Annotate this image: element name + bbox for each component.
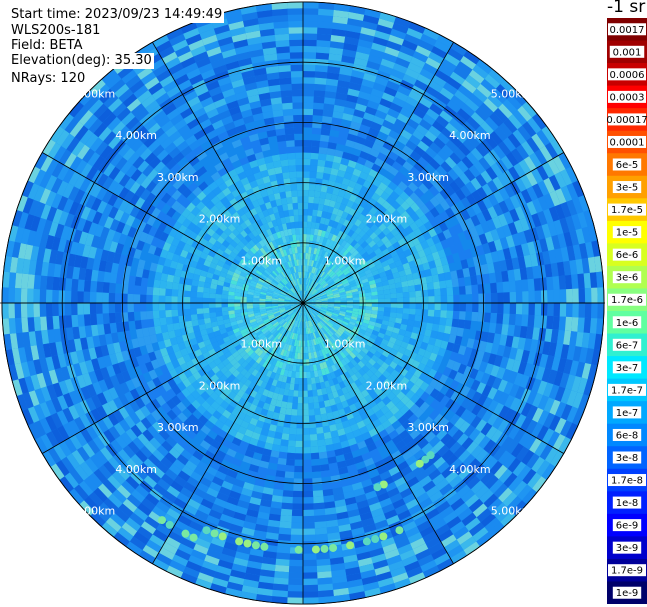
colorbar-label-bg	[612, 451, 642, 464]
azimuth-spoke	[152, 42, 304, 304]
colorbar-label: 1.7e-6	[611, 295, 643, 306]
colorbar-label-bg	[612, 519, 642, 532]
colorbar-label: 0.0006	[610, 70, 645, 81]
colorbar-label-bg	[612, 428, 642, 441]
azimuth-spoke	[152, 302, 304, 564]
colorbar-label-bg	[608, 383, 646, 396]
colorbar-label: 6e-8	[616, 430, 639, 441]
colorbar-label-bg	[608, 90, 646, 103]
ring-label: 3.00km	[157, 421, 199, 434]
colorbar-label-bg	[608, 203, 646, 216]
colorbar-label: 1e-5	[616, 228, 639, 239]
colorbar-label: 1e-7	[616, 408, 639, 419]
colorbar-label-bg	[612, 181, 642, 194]
colorbar-label: 0.0001	[610, 137, 645, 148]
colorbar-label-bg	[612, 361, 642, 374]
nrays-label: NRays: 120	[11, 71, 88, 87]
ring-label: 3.00km	[157, 171, 199, 184]
instrument-label: WLS200s-181	[11, 23, 103, 39]
colorbar-label: 6e-6	[616, 250, 639, 261]
colorbar-label: 0.001	[613, 47, 642, 58]
azimuth-spoke	[42, 302, 304, 454]
azimuth-spoke	[302, 302, 564, 454]
ring-label: 1.00km	[324, 338, 366, 351]
ring-label: 2.00km	[199, 379, 241, 392]
colorbar-label: 1.7e-5	[611, 205, 643, 216]
colorbar-label: 1.7e-9	[611, 566, 643, 577]
colorbar-label-bg	[612, 541, 642, 554]
colorbar-label-bg	[612, 406, 642, 419]
ring-label: 1.00km	[240, 254, 282, 267]
colorbar-label: 3e-7	[616, 363, 639, 374]
azimuth-spoke	[42, 152, 304, 304]
colorbar-label-bg	[608, 135, 646, 148]
start-time-label: Start time: 2023/09/23 14:49:49	[11, 7, 225, 23]
colorbar-label: 3e-6	[616, 273, 639, 284]
colorbar-label-bg	[612, 271, 642, 284]
colorbar-label: 1e-6	[616, 318, 639, 329]
ring-label: 3.00km	[407, 421, 449, 434]
ring-label: 2.00km	[366, 379, 408, 392]
ring-label: 5.00km	[74, 505, 116, 518]
ring-label: 1.00km	[324, 254, 366, 267]
colorbar-label: 0.00017	[607, 115, 647, 126]
colorbar-label-bg	[608, 293, 646, 306]
colorbar-label-bg	[612, 158, 642, 171]
ring-label: 1.00km	[240, 338, 282, 351]
azimuth-spoke	[302, 42, 454, 304]
ring-label: 3.00km	[407, 171, 449, 184]
ring-label: 4.00km	[449, 129, 491, 142]
ring-label: 5.00km	[491, 505, 533, 518]
colorbar-label-bg	[612, 338, 642, 351]
colorbar-label: 3e-8	[616, 453, 639, 464]
field-label: Field: BETA	[11, 38, 85, 54]
colorbar-label: 1e-8	[616, 498, 639, 509]
ring-label: 5.00km	[491, 87, 533, 100]
azimuth-spoke	[302, 152, 564, 304]
colorbar-label: 1.7e-7	[611, 385, 643, 396]
colorbar-label: 3e-9	[616, 543, 639, 554]
colorbar-label: 0.0017	[610, 25, 645, 36]
colorbar-label: 0.0003	[610, 92, 645, 103]
colorbar-label-bg	[608, 113, 646, 126]
colorbar-label-bg	[609, 45, 645, 58]
ring-label: 4.00km	[115, 129, 157, 142]
colorbar-label: 6e-9	[616, 521, 639, 532]
colorbar-label-bg	[612, 316, 642, 329]
elevation-label: Elevation(deg): 35.30	[11, 53, 154, 69]
colorbar-label: 3e-5	[616, 183, 639, 194]
colorbar-label: 1.7e-8	[611, 476, 643, 487]
colorbar-label-bg	[608, 474, 646, 487]
colorbar-label-bg	[612, 226, 642, 239]
colorbar-label-bg	[608, 68, 646, 81]
colorbar-label-bg	[608, 564, 646, 577]
colorbar-label-bg	[608, 23, 646, 36]
ring-label: 4.00km	[115, 463, 157, 476]
ring-label: 2.00km	[366, 213, 408, 226]
colorbar-label-bg	[612, 496, 642, 509]
ring-label: 2.00km	[199, 213, 241, 226]
colorbar-label-bg	[612, 248, 642, 261]
azimuth-spoke	[302, 302, 454, 564]
colorbar-label-bg	[612, 586, 642, 599]
ring-label: 4.00km	[449, 463, 491, 476]
colorbar-label: 1e-9	[616, 588, 639, 599]
ring-label: 5.00km	[74, 87, 116, 100]
colorbar-label: 6e-7	[616, 340, 639, 351]
colorbar: 0.0017 0.001 0.0006 0.0003 0.00017 0.0001 6e-5…	[607, 18, 647, 604]
colorbar-units: -1 sr	[607, 0, 646, 17]
colorbar-label: 6e-5	[616, 160, 639, 171]
